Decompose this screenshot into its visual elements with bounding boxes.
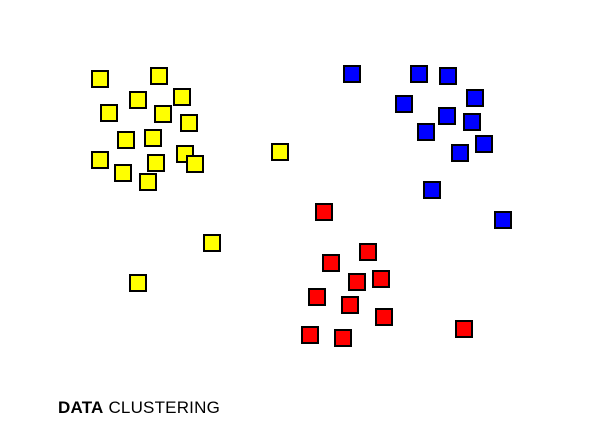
yellow-data-point xyxy=(129,274,147,292)
blue-data-point xyxy=(451,144,469,162)
yellow-data-point xyxy=(271,143,289,161)
red-data-point xyxy=(341,296,359,314)
yellow-data-point xyxy=(154,105,172,123)
blue-data-point xyxy=(410,65,428,83)
red-data-point xyxy=(375,308,393,326)
blue-data-point xyxy=(494,211,512,229)
red-data-point xyxy=(359,243,377,261)
cluster-blue xyxy=(343,65,512,229)
yellow-data-point xyxy=(173,88,191,106)
red-data-point xyxy=(348,273,366,291)
blue-data-point xyxy=(417,123,435,141)
red-data-point xyxy=(455,320,473,338)
yellow-data-point xyxy=(150,67,168,85)
blue-data-point xyxy=(438,107,456,125)
cluster-red xyxy=(301,203,473,347)
red-data-point xyxy=(334,329,352,347)
red-data-point xyxy=(308,288,326,306)
yellow-data-point xyxy=(100,104,118,122)
yellow-data-point xyxy=(114,164,132,182)
yellow-data-point xyxy=(186,155,204,173)
red-data-point xyxy=(322,254,340,272)
red-data-point xyxy=(301,326,319,344)
diagram-caption: DATA CLUSTERING xyxy=(58,398,220,418)
blue-data-point xyxy=(343,65,361,83)
red-data-point xyxy=(315,203,333,221)
yellow-data-point xyxy=(139,173,157,191)
red-data-point xyxy=(372,270,390,288)
caption-rest: CLUSTERING xyxy=(108,398,221,417)
yellow-data-point xyxy=(91,151,109,169)
yellow-data-point xyxy=(180,114,198,132)
blue-data-point xyxy=(439,67,457,85)
yellow-data-point xyxy=(117,131,135,149)
yellow-data-point xyxy=(203,234,221,252)
yellow-data-point xyxy=(129,91,147,109)
blue-data-point xyxy=(466,89,484,107)
caption-bold-word: DATA xyxy=(58,398,104,417)
yellow-data-point xyxy=(91,70,109,88)
points-layer xyxy=(91,65,512,347)
yellow-data-point xyxy=(144,129,162,147)
blue-data-point xyxy=(475,135,493,153)
blue-data-point xyxy=(423,181,441,199)
cluster-yellow xyxy=(91,67,289,292)
blue-data-point xyxy=(395,95,413,113)
blue-data-point xyxy=(463,113,481,131)
yellow-data-point xyxy=(147,154,165,172)
